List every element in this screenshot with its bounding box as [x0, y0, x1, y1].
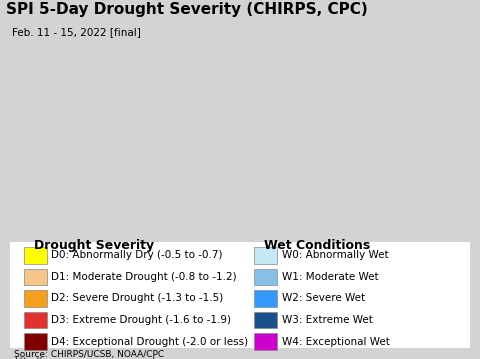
Text: http://www.cpc.ncep.noaa.gov/: http://www.cpc.ncep.noaa.gov/ — [14, 357, 155, 359]
Bar — [24, 334, 47, 350]
Text: D4: Exceptional Drought (-2.0 or less): D4: Exceptional Drought (-2.0 or less) — [51, 336, 249, 346]
Bar — [254, 312, 277, 328]
Bar — [254, 247, 277, 264]
Text: W3: Extreme Wet: W3: Extreme Wet — [282, 315, 372, 325]
Bar — [24, 269, 47, 285]
Bar — [254, 269, 277, 285]
Text: Feb. 11 - 15, 2022 [final]: Feb. 11 - 15, 2022 [final] — [12, 27, 141, 37]
Text: W0: Abnormally Wet: W0: Abnormally Wet — [282, 250, 388, 260]
Text: W1: Moderate Wet: W1: Moderate Wet — [282, 272, 378, 282]
Text: W2: Severe Wet: W2: Severe Wet — [282, 293, 365, 303]
Bar — [24, 290, 47, 307]
Bar — [24, 247, 47, 264]
Bar — [254, 334, 277, 350]
Bar — [10, 242, 470, 348]
Text: D1: Moderate Drought (-0.8 to -1.2): D1: Moderate Drought (-0.8 to -1.2) — [51, 272, 237, 282]
Text: Source: CHIRPS/UCSB, NOAA/CPC: Source: CHIRPS/UCSB, NOAA/CPC — [14, 350, 165, 359]
Text: Wet Conditions: Wet Conditions — [264, 239, 370, 252]
Text: D0: Abnormally Dry (-0.5 to -0.7): D0: Abnormally Dry (-0.5 to -0.7) — [51, 250, 223, 260]
Text: SPI 5-Day Drought Severity (CHIRPS, CPC): SPI 5-Day Drought Severity (CHIRPS, CPC) — [6, 2, 368, 17]
Text: Drought Severity: Drought Severity — [34, 239, 154, 252]
Text: D2: Severe Drought (-1.3 to -1.5): D2: Severe Drought (-1.3 to -1.5) — [51, 293, 224, 303]
Text: W4: Exceptional Wet: W4: Exceptional Wet — [282, 336, 390, 346]
Bar — [24, 312, 47, 328]
Text: D3: Extreme Drought (-1.6 to -1.9): D3: Extreme Drought (-1.6 to -1.9) — [51, 315, 231, 325]
Bar — [254, 290, 277, 307]
